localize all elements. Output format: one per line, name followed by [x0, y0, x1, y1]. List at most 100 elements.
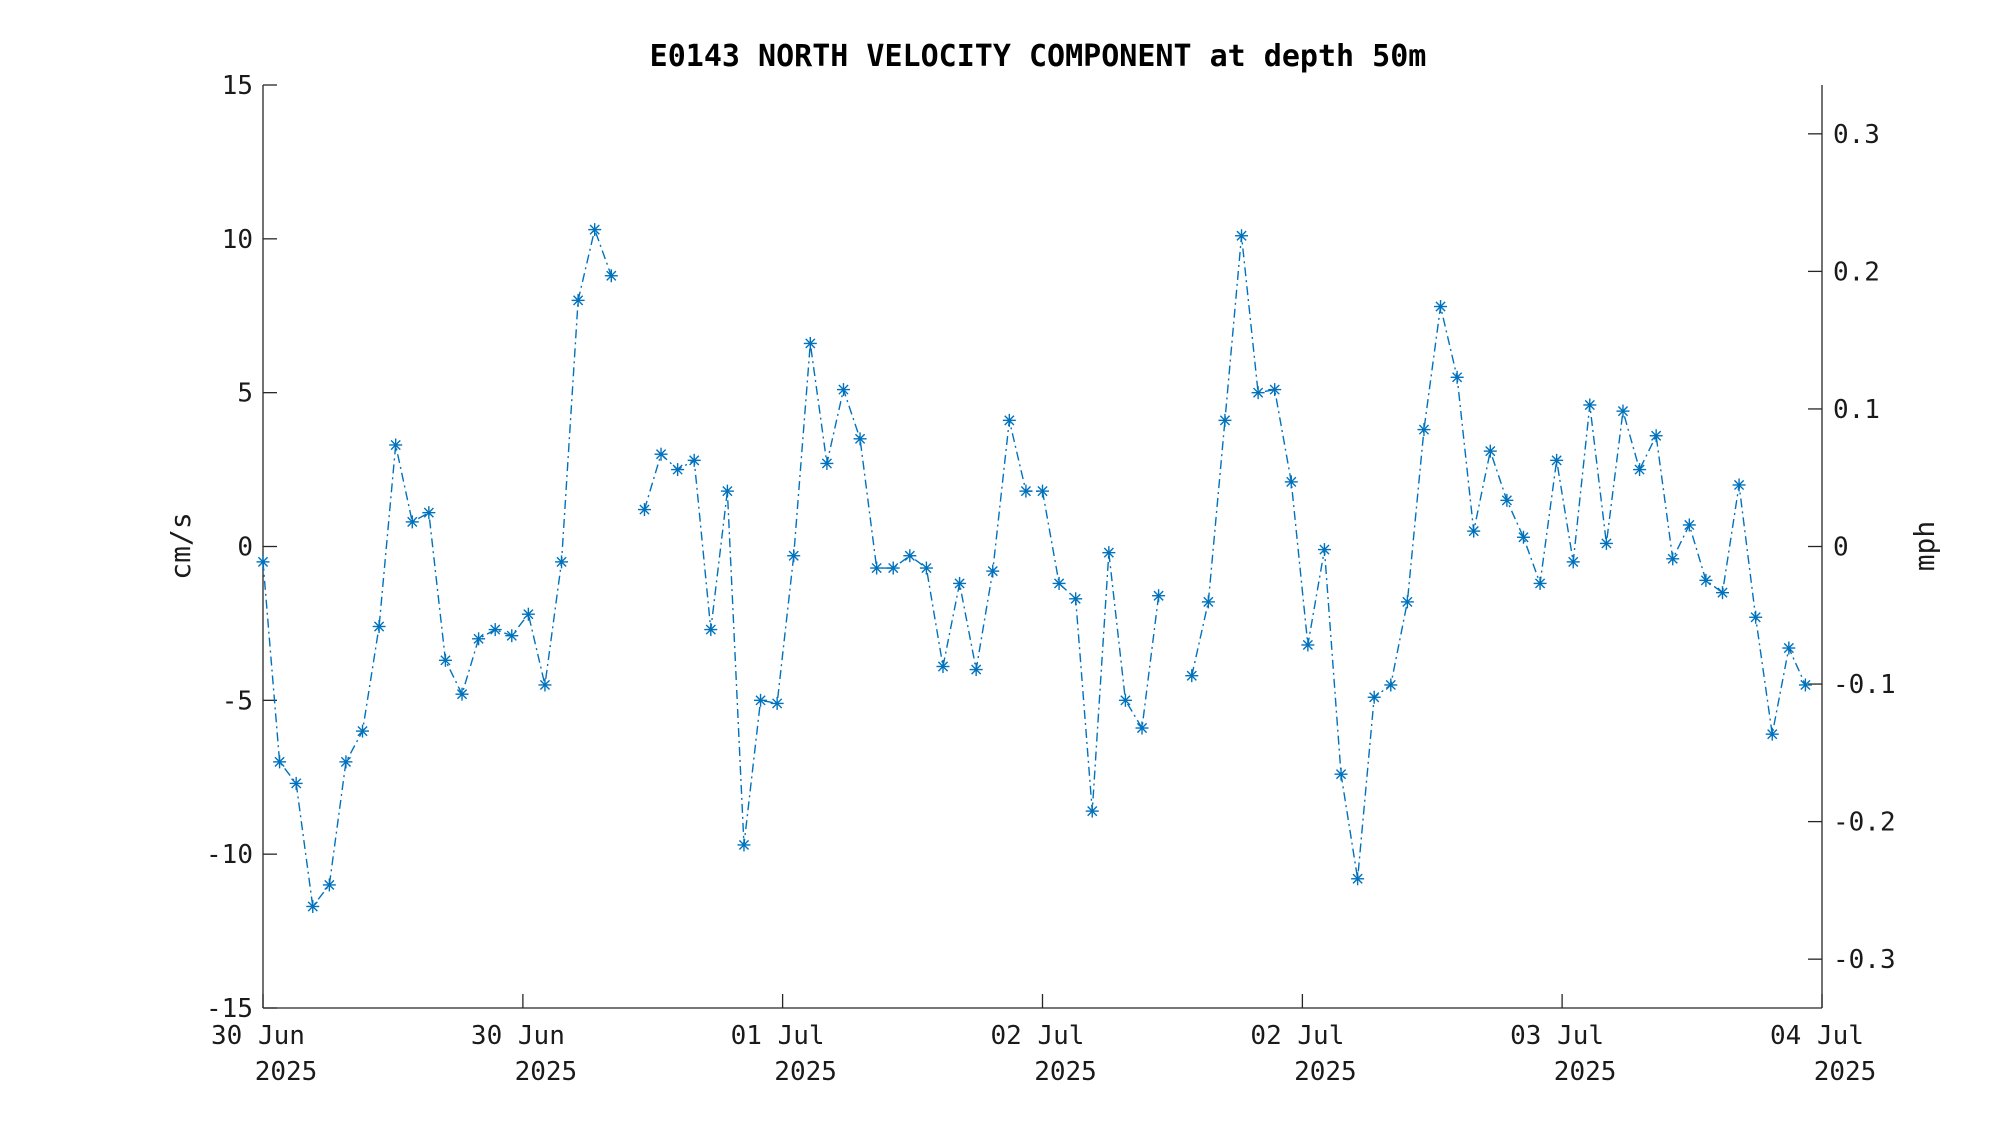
data-point: [588, 223, 602, 237]
data-point: [637, 503, 651, 517]
x-axis: 30 Jun 2025 30 Jun 2025 01 Jul 2025 02 Jul 2025…: [211, 994, 1876, 1087]
x-tick-label-year: 2025: [1814, 1057, 1877, 1087]
data-point: [438, 653, 452, 667]
data-point: [1002, 413, 1016, 427]
series-line: [262, 227, 612, 909]
data-point: [704, 623, 718, 637]
data-point: [1052, 576, 1066, 590]
y2-tick-label: 0: [1833, 533, 1849, 563]
data-point: [339, 755, 353, 769]
data-point: [1715, 586, 1729, 600]
x-tick-label-date: 03 Jul: [1510, 1021, 1604, 1051]
data-point: [604, 269, 618, 283]
y2-tick-label: -0.1: [1833, 670, 1896, 700]
y-tick-label: 15: [222, 71, 253, 101]
y-tick-label: -10: [206, 840, 253, 870]
data-point: [886, 561, 900, 575]
data-point: [306, 899, 320, 913]
data-point: [356, 724, 370, 738]
data-point: [1533, 576, 1547, 590]
data-point: [1583, 398, 1597, 412]
data-point: [422, 506, 436, 520]
y-axis-left: 15 10 5 0 -5 -10 -15: [206, 71, 277, 1024]
chart-title: E0143 NORTH VELOCITY COMPONENT at depth …: [650, 39, 1427, 74]
data-point: [1550, 453, 1564, 467]
data-point: [1765, 727, 1779, 741]
y-axis-label-right: mph: [1908, 521, 1941, 572]
data-point: [1798, 678, 1812, 692]
data-point: [687, 453, 701, 467]
data-point: [1334, 767, 1348, 781]
x-tick-label-date: 01 Jul: [731, 1021, 825, 1051]
data-point: [538, 678, 552, 692]
y2-tick-label: 0.1: [1833, 395, 1880, 425]
data-point: [1201, 595, 1215, 609]
data-point: [372, 619, 386, 633]
data-point: [1069, 592, 1083, 606]
data-point: [936, 659, 950, 673]
data-point: [1417, 423, 1431, 437]
x-tick-label-year: 2025: [515, 1057, 578, 1087]
data-point: [1251, 386, 1265, 400]
series-line: [643, 343, 1160, 846]
y2-tick-label: 0.2: [1833, 257, 1880, 287]
data-point: [1317, 543, 1331, 557]
data-point: [853, 432, 867, 446]
x-tick-label-year: 2025: [1554, 1057, 1617, 1087]
y-tick-label: -5: [222, 686, 253, 716]
data-point: [1500, 493, 1514, 507]
data-point: [1384, 678, 1398, 692]
data-point: [1135, 721, 1149, 735]
data-point: [555, 555, 569, 569]
data-point: [870, 561, 884, 575]
data-point: [1434, 300, 1448, 314]
plot-area: [262, 85, 1823, 1009]
data-point: [488, 623, 502, 637]
x-tick-label-date: 30 Jun: [471, 1021, 565, 1051]
data-point: [1682, 518, 1696, 532]
data-point: [903, 549, 917, 563]
y2-tick-label: 0.3: [1833, 120, 1880, 150]
data-point: [671, 463, 685, 477]
data-point: [289, 776, 303, 790]
data-point: [1301, 638, 1315, 652]
data-point: [1616, 404, 1630, 418]
data-point: [505, 629, 519, 643]
data-point: [1102, 546, 1116, 560]
data-point: [455, 687, 469, 701]
data-point: [820, 456, 834, 470]
y2-tick-label: -0.2: [1833, 808, 1896, 838]
x-tick-label-date: 02 Jul: [1250, 1021, 1344, 1051]
y-tick-label: 10: [222, 225, 253, 255]
y-tick-label: -15: [206, 994, 253, 1024]
data-point: [836, 383, 850, 397]
data-point: [1036, 484, 1049, 498]
data-point: [1467, 524, 1481, 538]
x-tick-label-year: 2025: [774, 1057, 837, 1087]
data-point: [1152, 589, 1166, 603]
x-tick-label-date: 30 Jun: [211, 1021, 305, 1051]
data-point: [273, 755, 287, 769]
data-point: [1633, 463, 1647, 477]
y-axis-label-left: cm/s: [164, 512, 197, 579]
data-point: [754, 693, 768, 707]
data-point: [1666, 552, 1680, 566]
data-point: [389, 438, 403, 452]
x-tick-label-date: 04 Jul: [1770, 1021, 1864, 1051]
data-point: [953, 576, 967, 590]
data-point: [1085, 804, 1099, 818]
data-point: [1218, 413, 1232, 427]
data-point: [571, 293, 585, 307]
data-point: [1268, 383, 1282, 397]
x-tick-label-date: 02 Jul: [991, 1021, 1085, 1051]
data-point: [1782, 641, 1796, 655]
data-point: [256, 555, 270, 569]
data-point: [1400, 595, 1414, 609]
data-point: [1516, 530, 1530, 544]
y-tick-label: 5: [237, 379, 253, 409]
data-point: [1118, 693, 1132, 707]
data-point: [803, 336, 817, 350]
data-point: [1599, 536, 1613, 550]
y-axis-right: 0.3 0.2 0.1 0 -0.1 -0.2 -0.3: [1808, 120, 1896, 975]
data-point: [1483, 444, 1497, 458]
